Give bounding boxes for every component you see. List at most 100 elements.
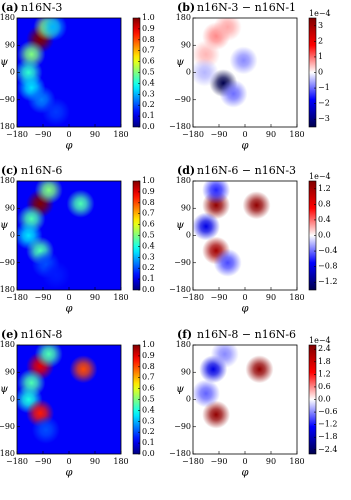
x-tick-label: 0 [242, 293, 247, 302]
panel-label: (a) [1, 1, 19, 14]
y-tick-label: −180 [169, 122, 191, 131]
x-tick-label: −90 [35, 457, 52, 466]
y-tick-label: −90 [0, 422, 15, 431]
colorbar-tick-label: 2.4 [318, 344, 331, 353]
density-peak [242, 191, 271, 220]
y-tick-label: 90 [5, 203, 15, 212]
colorbar-tick-label: 0.1 [142, 111, 155, 120]
panel-title: n16N-8 − n16N-6 [197, 328, 296, 341]
colorbar-tick-label: 0.3 [142, 89, 155, 98]
panel: (a)n16N-3 −180 −90 0 90 180 −180 −90 0 90 180 φ ψ 0.0… [0, 1, 155, 152]
colorbar-tick-label: −0.6 [318, 407, 337, 416]
x-tick-label: 0 [242, 457, 247, 466]
y-axis-label: ψ [0, 220, 8, 231]
density-peak [202, 400, 231, 429]
x-tick-label: −180 [6, 130, 28, 139]
x-tick-label: 0 [66, 293, 71, 302]
x-tick-label: −180 [182, 293, 204, 302]
panel-label: (f) [177, 328, 192, 341]
colorbar-tick-label: 0.5 [142, 231, 155, 240]
colorbar-tick-label: 1.0 [142, 340, 155, 349]
colorbar-tick-label: 0.2 [142, 427, 155, 436]
colorbar-tick-label: 1.0 [142, 13, 155, 22]
x-axis-label: φ [241, 304, 248, 315]
y-tick-label: 90 [5, 367, 15, 376]
x-tick-label: 90 [90, 130, 100, 139]
panel: (e)n16N-8 −180 −90 0 90 180 −180 −90 0 90 180 φ ψ 0.0… [0, 328, 155, 479]
x-tick-label: −180 [6, 457, 28, 466]
y-tick-label: −90 [0, 258, 15, 267]
colorbar-tick-label: 0.3 [142, 252, 155, 261]
x-tick-label: −90 [211, 130, 228, 139]
colorbar-tick-label: 0.9 [142, 24, 155, 33]
colorbar-tick-label: 0.1 [142, 274, 155, 283]
heatmap [17, 345, 98, 444]
density-peak [219, 79, 248, 108]
y-axis-label: ψ [0, 384, 8, 395]
y-tick-label: 0 [10, 395, 15, 404]
y-tick-label: 180 [176, 176, 191, 185]
colorbar-tick-label: −0.4 [318, 246, 337, 255]
colorbar-tick-label: 0.0 [142, 285, 155, 294]
colorbar-tick-label: −3 [318, 114, 330, 123]
panel-label: (b) [177, 1, 195, 14]
colorbar-tick-label: 0.3 [142, 416, 155, 425]
y-tick-label: 0 [10, 231, 15, 240]
density-peak [31, 415, 60, 444]
colorbar-tick-label: 0.0 [142, 449, 155, 458]
density-peak [39, 18, 68, 42]
panel-label: (c) [1, 164, 18, 177]
y-tick-label: −180 [169, 285, 191, 294]
x-tick-label: 180 [113, 457, 128, 466]
x-tick-label: −180 [6, 293, 28, 302]
y-tick-label: 0 [186, 231, 191, 240]
y-axis-label: ψ [176, 57, 184, 68]
panel-title: n16N-6 [21, 164, 62, 177]
x-tick-label: −90 [35, 293, 52, 302]
density-peak [193, 379, 220, 408]
colorbar-tick-label: 0.0 [318, 395, 331, 404]
colorbar-tick-label: −2.4 [318, 445, 337, 454]
x-axis-label: φ [65, 304, 72, 315]
x-tick-label: 180 [289, 293, 304, 302]
y-tick-label: 180 [176, 340, 191, 349]
density-peak [42, 260, 70, 289]
density-peak [213, 248, 242, 277]
colorbar-label: 1e−4 [309, 172, 331, 181]
panel: (b) n16N-3 − n16N-1 −180 −90 0 90 180 −180 −90 0 9… [169, 1, 331, 152]
y-tick-label: −180 [0, 285, 15, 294]
y-tick-label: 90 [181, 203, 191, 212]
colorbar-tick-label: −1.8 [318, 432, 337, 441]
x-tick-label: 90 [90, 293, 100, 302]
y-tick-label: 90 [181, 367, 191, 376]
y-tick-label: 90 [181, 40, 191, 49]
x-axis-label: φ [65, 468, 72, 479]
panel-title: n16N-6 − n16N-3 [197, 164, 296, 177]
colorbar-tick-label: 0.7 [142, 209, 155, 218]
colorbar-tick-label: 0.0 [142, 122, 155, 131]
colorbar-tick-label: 3 [318, 21, 323, 30]
colorbar-tick-label: 0.2 [142, 100, 155, 109]
x-tick-label: 90 [266, 457, 276, 466]
panel: (f) n16N-8 − n16N-6 −180 −90 0 90 180 −180 −90 0 9… [169, 328, 337, 479]
colorbar-tick-label: 0.4 [142, 241, 155, 250]
colorbar-tick-label: 0.6 [318, 382, 331, 391]
colorbar-tick-label: 0.4 [142, 405, 155, 414]
heatmap [17, 18, 70, 126]
colorbar-tick-label: 0.7 [142, 46, 155, 55]
colorbar-tick-label: 0.2 [142, 263, 155, 272]
y-tick-label: −90 [174, 95, 191, 104]
colorbar-tick-label: −1.2 [318, 420, 337, 429]
density-peak [34, 181, 63, 205]
x-tick-label: −90 [35, 130, 52, 139]
colorbar-label: 1e−4 [309, 336, 331, 345]
colorbar-tick-label: 0.1 [142, 438, 155, 447]
panel: (d) n16N-6 − n16N-3 −180 −90 0 90 180 −180 −90 0 9… [169, 164, 337, 315]
y-tick-label: 180 [0, 340, 15, 349]
density-peak [193, 58, 219, 87]
x-tick-label: −180 [182, 457, 204, 466]
colorbar-tick-label: 0.8 [318, 199, 331, 208]
y-tick-label: −180 [169, 449, 191, 458]
y-tick-label: −90 [0, 95, 15, 104]
